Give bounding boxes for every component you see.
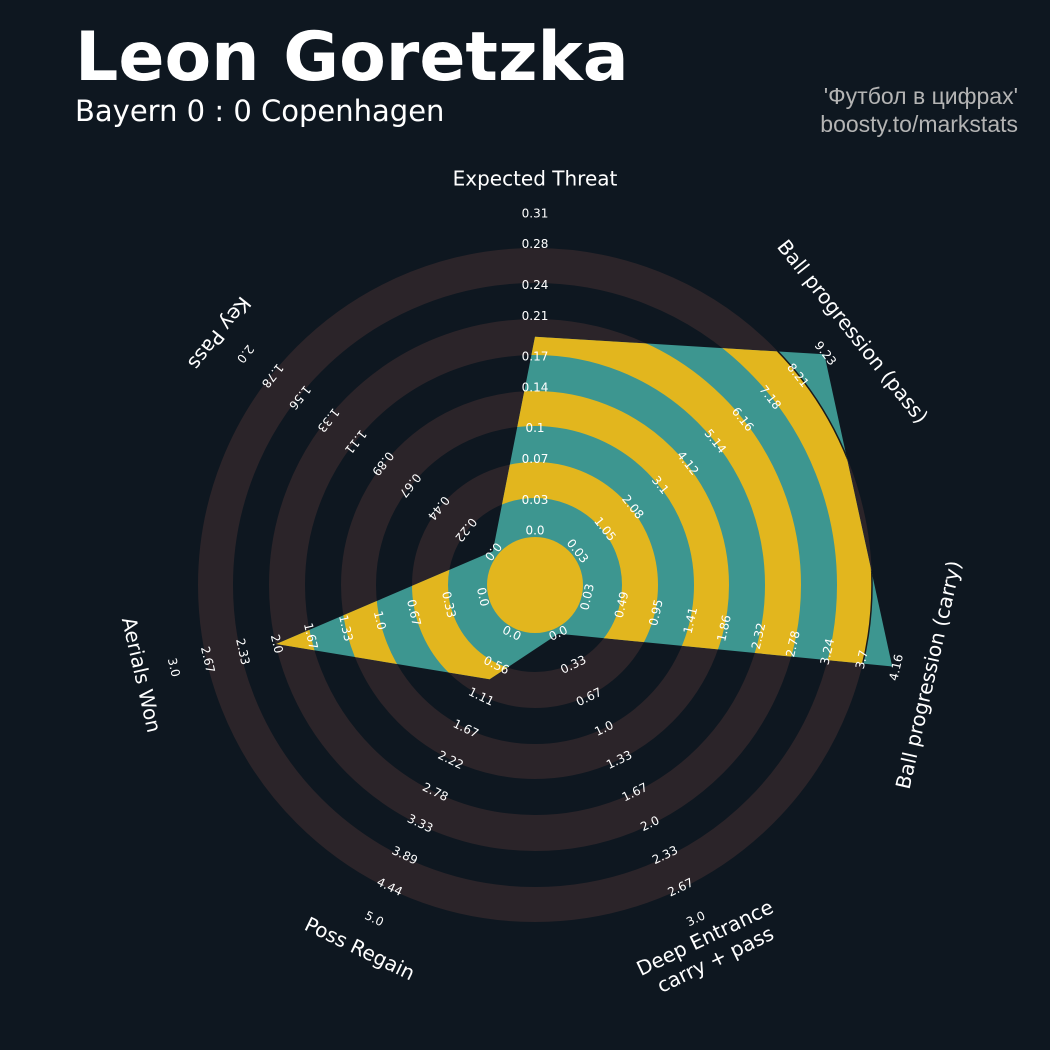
- tick-label: 0.1: [525, 421, 544, 435]
- credit: boosty.to/markstats: [820, 111, 1018, 137]
- tick-label: 3.24: [818, 637, 838, 666]
- tick-label: 0.21: [522, 309, 549, 323]
- tick-label: 3.7: [853, 649, 871, 671]
- credit: 'Футбол в цифрах': [824, 83, 1018, 109]
- tick-label: 0.0: [525, 524, 544, 538]
- tick-label: 4.16: [886, 653, 906, 682]
- tick-label: 2.67: [198, 645, 218, 674]
- tick-label: 0.17: [522, 350, 549, 364]
- tick-label: 2.32: [749, 621, 769, 650]
- tick-label: 1.86: [714, 614, 734, 643]
- tick-label: 0.14: [522, 380, 549, 394]
- tick-label: 1.0: [371, 610, 389, 632]
- tick-label: 2.78: [783, 629, 803, 658]
- chart-subtitle: Bayern 0 : 0 Copenhagen: [75, 94, 444, 128]
- ring-edge: [276, 336, 873, 680]
- radar-highlight: [276, 336, 873, 680]
- tick-label: 0.28: [522, 237, 549, 251]
- tick-label: 0.33: [439, 590, 459, 619]
- tick-label: 0.95: [646, 598, 666, 627]
- center-highlight: [487, 537, 583, 633]
- category-label: Expected Threat: [453, 167, 618, 191]
- tick-label: 3.0: [165, 657, 183, 679]
- tick-label: 2.0: [268, 633, 286, 655]
- tick-label: 0.31: [522, 207, 549, 221]
- tick-label: 0.03: [522, 493, 549, 507]
- tick-label: 0.67: [404, 598, 424, 627]
- tick-label: 1.41: [681, 606, 701, 635]
- tick-label: 0.24: [522, 278, 549, 292]
- ring-highlight: [412, 462, 658, 680]
- tick-label: 2.33: [233, 637, 253, 666]
- ring-highlight: [276, 336, 872, 680]
- tick-label: 1.33: [336, 614, 356, 643]
- tick-label: 0.49: [612, 590, 632, 619]
- chart-title: Leon Goretzka: [75, 18, 629, 97]
- tick-label: 0.03: [577, 582, 597, 611]
- tick-label: 0.07: [522, 452, 549, 466]
- tick-label: 1.67: [301, 622, 321, 651]
- tick-label: 0.0: [474, 586, 492, 608]
